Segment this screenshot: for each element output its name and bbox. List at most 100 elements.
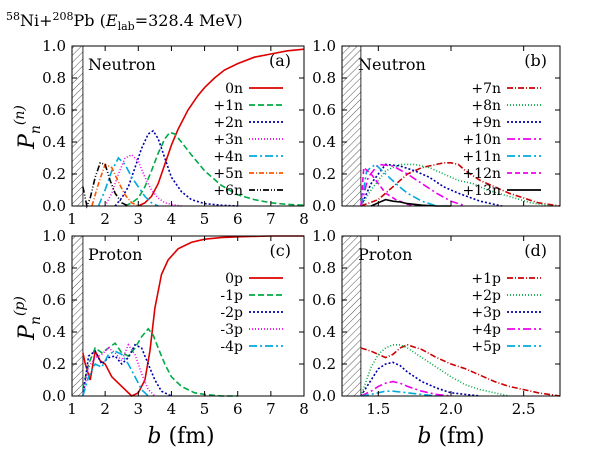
series-d-3 bbox=[360, 380, 452, 397]
legend-label-b-5: +12n bbox=[462, 166, 501, 182]
ytick-label-d-3: 0.6 bbox=[312, 291, 336, 309]
series-c-2 bbox=[82, 343, 172, 397]
ytick-label-c-0: 0.0 bbox=[42, 387, 66, 405]
ytick-label-a-3: 0.6 bbox=[42, 101, 66, 119]
legend-label-d-4: +5p bbox=[471, 339, 501, 355]
title-e-sub: lab bbox=[118, 20, 135, 33]
series-d-0 bbox=[360, 343, 561, 397]
panel-b: 0.0 0.2 0.4 0.6 0.8 1.0 Neutron (b) +7n+8n+9n+10… bbox=[312, 37, 561, 215]
ytick-label-d-0: 0.0 bbox=[312, 387, 336, 405]
xtick-label-d-1: 2.0 bbox=[439, 400, 463, 418]
ytick-label-b-0: 0.0 bbox=[312, 197, 336, 215]
legend-label-c-4: -4p bbox=[220, 339, 243, 355]
legend-label-b-6: +13n bbox=[462, 183, 501, 199]
legend-label-a-1: +1n bbox=[213, 98, 243, 114]
series-d-2 bbox=[360, 361, 481, 397]
legend-label-c-0: 0p bbox=[225, 271, 243, 287]
legend-label-b-4: +11n bbox=[462, 149, 501, 165]
ytick-label-d-2: 0.4 bbox=[312, 323, 336, 341]
xtick-label-d-2: 2.5 bbox=[512, 400, 536, 418]
legend-label-d-0: +1p bbox=[471, 271, 501, 287]
legend-label-a-0: 0n bbox=[225, 81, 243, 97]
ytick-label-a-4: 0.8 bbox=[42, 69, 66, 87]
ytick-label-b-5: 1.0 bbox=[312, 37, 336, 55]
ytick-label-b-3: 0.6 bbox=[312, 101, 336, 119]
xtick-label-d-0: 1.5 bbox=[366, 400, 390, 418]
panel-label-d: (d) bbox=[524, 241, 547, 260]
ytick-label-d-4: 0.8 bbox=[312, 259, 336, 277]
xtick-label-a-2: 3 bbox=[134, 210, 144, 228]
legend-label-a-5: +5n bbox=[213, 166, 243, 182]
panel-c: 0.0 0.2 0.4 0.6 0.8 1.0 1 2 3 4 5 6 7 8 Proton (c) 0p-1p… bbox=[42, 227, 309, 418]
particle-label-a: Neutron bbox=[88, 55, 156, 74]
particle-label-c: Proton bbox=[88, 245, 142, 264]
hatch-region-c bbox=[71, 235, 84, 397]
xtick-label-c-1: 2 bbox=[100, 400, 110, 418]
series-a-4 bbox=[97, 156, 159, 207]
xtick-label-a-7: 8 bbox=[299, 210, 309, 228]
ytick-label-c-1: 0.2 bbox=[42, 355, 66, 373]
legend-label-a-6: +6n bbox=[213, 183, 243, 199]
xtick-label-c-7: 8 bbox=[299, 400, 309, 418]
y-axis-label-neutron: Pn(n) bbox=[12, 105, 44, 150]
xtick-label-a-0: 1 bbox=[67, 210, 77, 228]
xtick-label-a-4: 5 bbox=[200, 210, 210, 228]
title-e-value: =328.4 MeV) bbox=[135, 11, 243, 30]
series-a-3 bbox=[104, 153, 182, 207]
ytick-label-c-3: 0.6 bbox=[42, 291, 66, 309]
xtick-label-a-3: 4 bbox=[167, 210, 177, 228]
legend-label-b-3: +10n bbox=[462, 132, 501, 148]
series-c-1 bbox=[82, 327, 238, 397]
title-pb-mass: 208 bbox=[53, 10, 74, 23]
panel-label-b: (b) bbox=[524, 51, 547, 70]
title-ni: Ni+ bbox=[20, 11, 53, 30]
series-b-5 bbox=[360, 165, 422, 207]
title-ni-mass: 58 bbox=[6, 10, 20, 23]
ytick-label-a-0: 0.0 bbox=[42, 197, 66, 215]
ytick-label-b-2: 0.4 bbox=[312, 133, 336, 151]
series-b-0 bbox=[360, 162, 561, 207]
ytick-label-c-4: 0.8 bbox=[42, 259, 66, 277]
y-axis-label-proton: Pn(p) bbox=[12, 296, 44, 341]
x-axis-label-left: b (fm) bbox=[147, 424, 214, 449]
series-b-2 bbox=[360, 163, 503, 207]
legend-label-c-2: -2p bbox=[220, 305, 243, 321]
ytick-label-a-1: 0.2 bbox=[42, 165, 66, 183]
legend-label-d-1: +2p bbox=[471, 288, 501, 304]
ytick-label-a-2: 0.4 bbox=[42, 133, 66, 151]
legend-label-d-3: +4p bbox=[471, 322, 501, 338]
legend-label-d-2: +3p bbox=[471, 305, 501, 321]
series-a-1 bbox=[124, 131, 305, 207]
ytick-label-d-5: 1.0 bbox=[312, 227, 336, 245]
ytick-label-a-5: 1.0 bbox=[42, 37, 66, 55]
particle-label-b: Neutron bbox=[358, 55, 426, 74]
legend-label-b-0: +7n bbox=[471, 81, 501, 97]
figure-title: 58Ni+208Pb (Elab=328.4 MeV) bbox=[6, 10, 243, 33]
legend-label-c-3: -3p bbox=[220, 322, 243, 338]
frame-a bbox=[71, 45, 305, 207]
legend-label-b-1: +8n bbox=[471, 98, 501, 114]
series-a-6 bbox=[82, 161, 129, 209]
series-b-4 bbox=[360, 163, 437, 207]
title-pb: Pb ( bbox=[74, 11, 106, 30]
title-e: E bbox=[105, 11, 118, 30]
ytick-label-b-4: 0.8 bbox=[312, 69, 336, 87]
xtick-label-c-6: 7 bbox=[266, 400, 276, 418]
ytick-label-c-2: 0.4 bbox=[42, 323, 66, 341]
ytick-label-d-1: 0.2 bbox=[312, 355, 336, 373]
series-d-4 bbox=[360, 390, 437, 397]
legend-label-c-1: -1p bbox=[220, 288, 243, 304]
frame-c bbox=[71, 235, 305, 397]
hatch-region-a bbox=[71, 45, 84, 207]
xtick-label-c-5: 6 bbox=[233, 400, 243, 418]
xtick-label-c-3: 4 bbox=[167, 400, 177, 418]
series-c-3 bbox=[82, 343, 156, 397]
ytick-label-b-1: 0.2 bbox=[312, 165, 336, 183]
xtick-label-a-1: 2 bbox=[100, 210, 110, 228]
xtick-label-c-0: 1 bbox=[67, 400, 77, 418]
ytick-label-c-5: 1.0 bbox=[42, 227, 66, 245]
xtick-label-a-5: 6 bbox=[233, 210, 243, 228]
legend-label-b-2: +9n bbox=[471, 115, 501, 131]
